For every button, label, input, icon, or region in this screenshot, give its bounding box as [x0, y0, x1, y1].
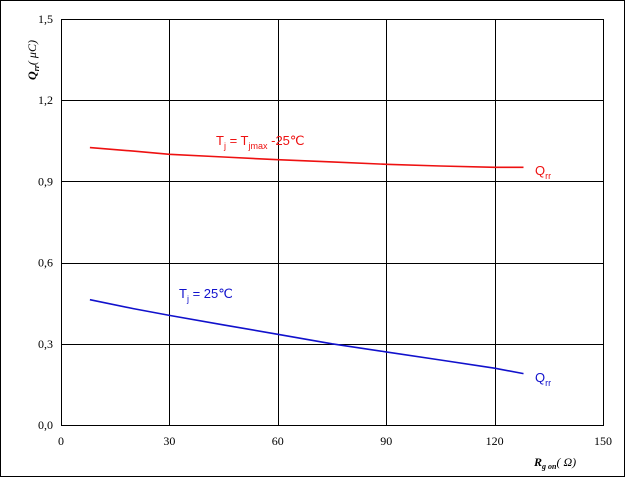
blue-condition-label: Tj = 25℃ [179, 286, 233, 304]
x-axis-label-main: R [533, 455, 542, 469]
red-label-Q: Q [535, 163, 545, 178]
red-condition-eq: = T [226, 133, 249, 148]
red-condition-jmax: jmax [247, 141, 268, 151]
blue-label-Q: Q [535, 370, 545, 385]
x-tick-label-4: 120 [486, 434, 504, 448]
x-axis-label: Rg on( Ω) [533, 455, 576, 471]
series-group [89, 146, 524, 375]
red-condition-label: Tj = Tjmax -25℃ [216, 133, 305, 151]
red-condition-rest: -25℃ [268, 133, 305, 148]
plot-area-border [61, 19, 604, 426]
x-tick-label-2: 60 [272, 434, 284, 448]
red-condition-T: T [216, 133, 224, 148]
blue-condition-T: T [179, 286, 187, 301]
y-axis-label-unit: ( μC) [25, 40, 39, 65]
series-line-0 [89, 146, 524, 169]
x-tick-label-5: 150 [594, 434, 612, 448]
series-line-1 [89, 298, 524, 375]
blue-condition-j: j [186, 294, 189, 304]
y-axis-label: Qrr( μC) [25, 40, 41, 80]
y-axis-label-main: Q [25, 71, 39, 80]
y-tick-labels: 0,0 0,3 0,6 0,9 1,2 1,5 [38, 12, 53, 432]
blue-condition-rest: = 25℃ [189, 286, 233, 301]
x-tick-label-3: 90 [380, 434, 392, 448]
y-tick-label-3: 0,9 [38, 174, 53, 188]
red-series-label: Qrr [535, 163, 551, 181]
x-axis-label-unit: ( Ω) [556, 455, 576, 469]
red-condition-j: j [223, 141, 226, 151]
x-tick-label-1: 30 [163, 434, 175, 448]
y-tick-label-0: 0,0 [38, 418, 53, 432]
x-tick-labels: 0 30 60 90 120 150 [58, 434, 612, 448]
y-axis-label-sub: rr [32, 64, 41, 71]
y-tick-label-1: 0,3 [38, 337, 53, 351]
red-label-rr: rr [545, 171, 551, 181]
grid [61, 19, 603, 425]
x-tick-label-0: 0 [58, 434, 64, 448]
blue-series-label: Qrr [535, 370, 551, 388]
y-tick-label-5: 1,5 [38, 12, 53, 26]
x-axis-label-sub: g on [541, 462, 557, 471]
blue-label-rr: rr [545, 378, 551, 388]
y-tick-label-2: 0,6 [38, 256, 53, 270]
y-tick-label-4: 1,2 [38, 93, 53, 107]
